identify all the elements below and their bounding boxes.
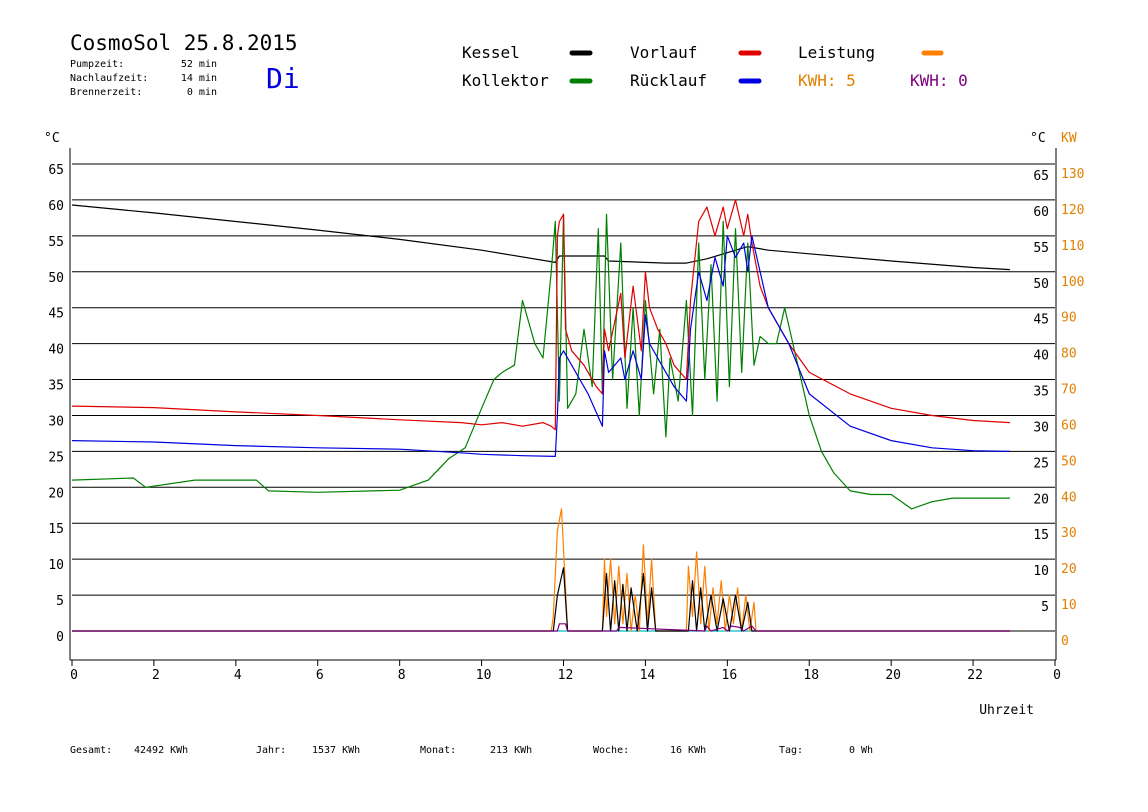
- x-tick-label: 16: [722, 668, 738, 683]
- chart-title: CosmoSol 25.8.2015: [70, 31, 298, 55]
- total-label-tag: Tag:: [779, 745, 803, 756]
- series-line-vorlauf: [71, 199, 1010, 431]
- total-label-gesamt: Gesamt:: [70, 745, 112, 756]
- y-tick-label-right: 50: [1033, 277, 1049, 292]
- runtime-label-brenner: Brennerzeit:: [70, 87, 142, 98]
- y-tick-label-right: 30: [1033, 420, 1049, 435]
- runtime-list: Pumpzeit: 52 min Nachlaufzeit: 14 min Br…: [70, 59, 217, 98]
- x-tick-label: 10: [476, 668, 492, 683]
- y-tick-label: 20: [48, 486, 64, 501]
- y2-tick-label: 130: [1061, 167, 1084, 182]
- total-value-gesamt: 42492 KWh: [134, 745, 188, 756]
- x-tick-label: 8: [398, 668, 406, 683]
- kwh-orange-label: KWH: 5: [798, 71, 856, 90]
- total-value-tag: 0 Wh: [849, 745, 873, 756]
- runtime-value-brenner: 0 min: [187, 87, 217, 98]
- x-tick-label: 4: [234, 668, 242, 683]
- y-tick-label-right: 15: [1033, 528, 1049, 543]
- x-tick-label: 0: [70, 668, 78, 683]
- y-tick-label: 65: [48, 163, 64, 178]
- y-tick-label: 55: [48, 235, 64, 250]
- y-tick-label-right: 10: [1033, 564, 1049, 579]
- runtime-value-pump: 52 min: [181, 59, 217, 70]
- y-tick-label: 35: [48, 379, 64, 394]
- total-label-monat: Monat:: [420, 745, 456, 756]
- y2-tick-label: 120: [1061, 203, 1084, 218]
- runtime-label-nachlauf: Nachlaufzeit:: [70, 73, 148, 84]
- y2-tick-label: 100: [1061, 275, 1084, 290]
- series-line-leistung: [72, 508, 1010, 632]
- y2-tick-labels: 0 5 10 10 20 15 30 20 40 25 50 30 60 35 70 40 80 45 90 50 10…: [1033, 167, 1084, 649]
- weekday-label: Di: [266, 62, 300, 95]
- series-line-pumpe: [72, 567, 1010, 632]
- y2-tick-label: 90: [1061, 311, 1077, 326]
- y-tick-label: 0: [56, 630, 64, 645]
- energy-totals: Gesamt: 42492 KWh Jahr: 1537 KWh Monat: …: [70, 745, 873, 756]
- total-value-jahr: 1537 KWh: [312, 745, 360, 756]
- x-tick-label: 18: [803, 668, 819, 683]
- total-value-woche: 16 KWh: [670, 745, 706, 756]
- legend: Kessel Kollektor Vorlauf Rücklauf Leistu…: [462, 43, 968, 90]
- y2-tick-label: 30: [1061, 526, 1077, 541]
- y-tick-label: 30: [48, 414, 64, 429]
- grid: [72, 163, 1055, 596]
- x-tick-label: 22: [967, 668, 983, 683]
- series-line-leistung2: [72, 623, 1010, 632]
- y-tick-label: 50: [48, 271, 64, 286]
- total-label-woche: Woche:: [593, 745, 629, 756]
- y2-axis-label: KW: [1061, 131, 1077, 146]
- x-axis-label: Uhrzeit: [979, 703, 1034, 718]
- y-tick-label-right: 20: [1033, 492, 1049, 507]
- y-tick-label-right: 60: [1033, 205, 1049, 220]
- y-tick-label: 25: [48, 450, 64, 465]
- y2-tick-label: 0: [1061, 634, 1069, 649]
- runtime-label-pump: Pumpzeit:: [70, 59, 124, 70]
- x-tick-label: 12: [558, 668, 574, 683]
- kwh-purple-label: KWH: 0: [910, 71, 968, 90]
- y-tick-label-right: 65: [1033, 169, 1049, 184]
- legend-label-vorlauf: Vorlauf: [630, 43, 697, 62]
- x-tick-label: 0: [1053, 668, 1061, 683]
- series-line-kessel: [71, 204, 1010, 271]
- y-tick-label-right: 40: [1033, 349, 1049, 364]
- y-tick-label: 10: [48, 558, 64, 573]
- y2-tick-label: 70: [1061, 383, 1077, 398]
- series-line-ruecklauf: [71, 235, 1010, 457]
- y2-tick-label: 50: [1061, 454, 1077, 469]
- runtime-value-nachlauf: 14 min: [181, 73, 217, 84]
- x-tick-label: 2: [152, 668, 160, 683]
- y2-tick-label: 20: [1061, 562, 1077, 577]
- y-tick-labels: 0 5 10 15 20 25 30 35 40 45 50 55 60 65: [48, 163, 64, 645]
- y-tick-label: 15: [48, 522, 64, 537]
- total-value-monat: 213 KWh: [490, 745, 532, 756]
- x-tick-labels: 0 2 4 6 8 10 12 14 16 18 20 22 0: [70, 660, 1061, 683]
- y-tick-label-right: 35: [1033, 385, 1049, 400]
- y2-tick-label: 110: [1061, 239, 1084, 254]
- y-axis-label-right: °C: [1030, 131, 1046, 146]
- y-tick-label-right: 45: [1033, 313, 1049, 328]
- y2-tick-label: 10: [1061, 598, 1077, 613]
- total-label-jahr: Jahr:: [256, 745, 286, 756]
- x-tick-label: 6: [316, 668, 324, 683]
- y2-tick-label: 60: [1061, 418, 1077, 433]
- y2-tick-label: 40: [1061, 490, 1077, 505]
- y2-tick-label: 80: [1061, 347, 1077, 362]
- y-tick-label-right: 5: [1041, 600, 1049, 615]
- legend-label-leistung: Leistung: [798, 43, 875, 62]
- y-tick-label: 60: [48, 199, 64, 214]
- legend-label-kollektor: Kollektor: [462, 71, 549, 90]
- y-tick-label: 40: [48, 343, 64, 358]
- x-tick-label: 14: [640, 668, 656, 683]
- legend-label-ruecklauf: Rücklauf: [630, 71, 707, 90]
- y-axis-label-left: °C: [44, 131, 60, 146]
- legend-label-kessel: Kessel: [462, 43, 520, 62]
- y-tick-label-right: 25: [1033, 456, 1049, 471]
- y-tick-label-right: 55: [1033, 241, 1049, 256]
- y-tick-label: 45: [48, 307, 64, 322]
- x-tick-label: 20: [885, 668, 901, 683]
- plot-area: [71, 199, 1055, 632]
- y-tick-label: 5: [56, 594, 64, 609]
